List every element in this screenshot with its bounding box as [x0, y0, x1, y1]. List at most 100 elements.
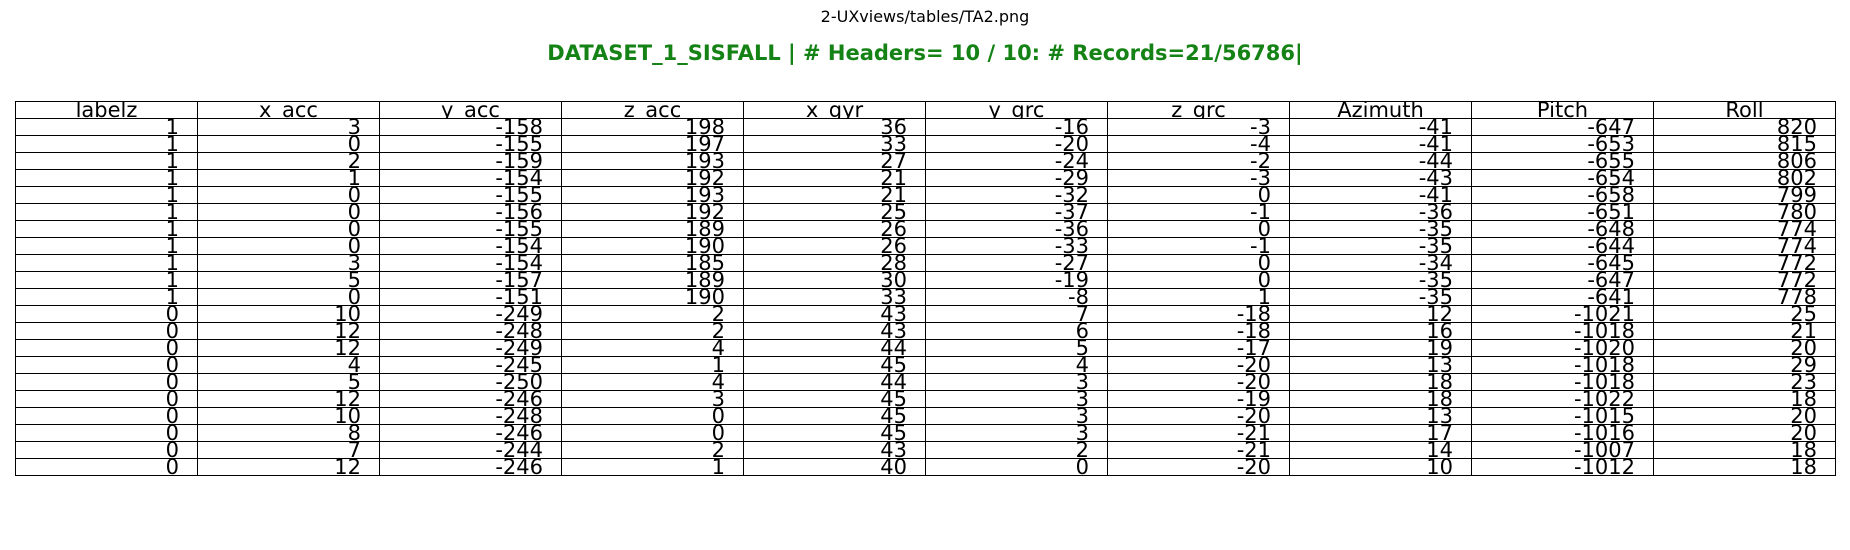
table-cell-y_acc: -151: [379, 288, 562, 306]
table-cell-roll: 18: [1653, 458, 1836, 476]
table-row: 0 10 -248 0 45 3 -20 13 -1015 20: [15, 407, 1836, 425]
table-row: 1 2 -159 193 27 -24 -2 -44 -655 806: [15, 152, 1836, 170]
table-row: 1 5 -157 189 30 -19 0 -35 -647 772: [15, 271, 1836, 289]
table-cell-x_acc: 1: [197, 169, 380, 187]
table-row: 0 12 -246 3 45 3 -19 18 -1022 18: [15, 390, 1836, 408]
table-cell-z_grc: -21: [1107, 424, 1290, 442]
table-row: 1 1 -154 192 21 -29 -3 -43 -654 802: [15, 169, 1836, 187]
table-cell-labelz: 0: [15, 322, 198, 340]
table-cell-y_grc: -29: [925, 169, 1108, 187]
table-cell-labelz: 0: [15, 407, 198, 425]
table-cell-labelz: 0: [15, 373, 198, 391]
table-cell-pitch: -655: [1471, 152, 1654, 170]
table-cell-z_grc: 0: [1107, 271, 1290, 289]
table-cell-pitch: -1012: [1471, 458, 1654, 476]
table-cell-z_grc: -18: [1107, 305, 1290, 323]
table-cell-y_grc: -24: [925, 152, 1108, 170]
table-cell-z_acc: 2: [561, 322, 744, 340]
table-cell-y_grc: 7: [925, 305, 1108, 323]
table-cell-z_grc: -20: [1107, 373, 1290, 391]
table-cell-z_acc: 2: [561, 305, 744, 323]
table-cell-azimuth: -41: [1289, 118, 1472, 136]
table-cell-z_grc: -3: [1107, 118, 1290, 136]
column-header-labelz: labelz: [15, 101, 198, 119]
table-cell-y_grc: -8: [925, 288, 1108, 306]
table-cell-z_grc: -3: [1107, 169, 1290, 187]
table-cell-z_acc: 190: [561, 288, 744, 306]
table-cell-x_acc: 8: [197, 424, 380, 442]
table-cell-z_acc: 0: [561, 407, 744, 425]
table-cell-z_grc: -17: [1107, 339, 1290, 357]
dataset-title: DATASET_1_SISFALL | # Headers= 10 / 10: …: [547, 41, 1303, 65]
table-cell-x_gyr: 45: [743, 424, 926, 442]
table-cell-azimuth: 13: [1289, 356, 1472, 374]
table-cell-x_gyr: 33: [743, 135, 926, 153]
table-row: 1 0 -155 197 33 -20 -4 -41 -653 815: [15, 135, 1836, 153]
table-cell-roll: 774: [1653, 237, 1836, 255]
table-cell-labelz: 1: [15, 152, 198, 170]
table-cell-z_grc: -20: [1107, 458, 1290, 476]
table-cell-y_grc: -33: [925, 237, 1108, 255]
table-cell-roll: 21: [1653, 322, 1836, 340]
data-table: labelz x_acc y_acc z_acc x_gyr y_grc z_grc Azim…: [15, 101, 1836, 476]
table-row: 0 12 -249 4 44 5 -17 19 -1020 20: [15, 339, 1836, 357]
table-cell-azimuth: 18: [1289, 390, 1472, 408]
table-cell-z_grc: 1: [1107, 288, 1290, 306]
table-cell-y_grc: -36: [925, 220, 1108, 238]
table-cell-z_acc: 189: [561, 220, 744, 238]
table-cell-y_grc: 4: [925, 356, 1108, 374]
table-cell-x_acc: 0: [197, 237, 380, 255]
table-cell-y_grc: -20: [925, 135, 1108, 153]
table-cell-z_acc: 185: [561, 254, 744, 272]
table-row: 0 12 -246 1 40 0 -20 10 -1012 18: [15, 458, 1836, 476]
table-cell-pitch: -641: [1471, 288, 1654, 306]
table-cell-y_grc: 5: [925, 339, 1108, 357]
table-cell-azimuth: -41: [1289, 186, 1472, 204]
table-cell-y_acc: -155: [379, 135, 562, 153]
table-cell-y_acc: -156: [379, 203, 562, 221]
table-cell-x_acc: 12: [197, 322, 380, 340]
column-header-y_grc: y_grc: [925, 101, 1108, 119]
table-cell-labelz: 1: [15, 288, 198, 306]
table-cell-pitch: -1018: [1471, 322, 1654, 340]
table-cell-y_acc: -246: [379, 390, 562, 408]
table-cell-x_gyr: 43: [743, 322, 926, 340]
table-cell-pitch: -1007: [1471, 441, 1654, 459]
table-cell-z_acc: 193: [561, 152, 744, 170]
table-cell-azimuth: -35: [1289, 288, 1472, 306]
table-cell-azimuth: -35: [1289, 271, 1472, 289]
table-cell-z_grc: 0: [1107, 220, 1290, 238]
table-cell-x_gyr: 43: [743, 305, 926, 323]
column-header-roll: Roll: [1653, 101, 1836, 119]
table-cell-y_acc: -159: [379, 152, 562, 170]
table-cell-roll: 20: [1653, 424, 1836, 442]
table-cell-labelz: 0: [15, 305, 198, 323]
column-header-pitch: Pitch: [1471, 101, 1654, 119]
table-row: 1 0 -155 193 21 -32 0 -41 -658 799: [15, 186, 1836, 204]
table-row: 1 0 -154 190 26 -33 -1 -35 -644 774: [15, 237, 1836, 255]
table-row: 1 0 -156 192 25 -37 -1 -36 -651 780: [15, 203, 1836, 221]
table-cell-y_grc: -16: [925, 118, 1108, 136]
table-cell-roll: 778: [1653, 288, 1836, 306]
table-cell-pitch: -651: [1471, 203, 1654, 221]
table-cell-roll: 802: [1653, 169, 1836, 187]
table-cell-pitch: -1020: [1471, 339, 1654, 357]
table-cell-azimuth: 13: [1289, 407, 1472, 425]
table-cell-y_grc: 3: [925, 407, 1108, 425]
table-cell-x_acc: 0: [197, 186, 380, 204]
table-cell-x_acc: 5: [197, 271, 380, 289]
table-cell-x_acc: 7: [197, 441, 380, 459]
table-cell-pitch: -1018: [1471, 356, 1654, 374]
table-cell-y_acc: -248: [379, 407, 562, 425]
column-header-azimuth: Azimuth: [1289, 101, 1472, 119]
table-cell-x_gyr: 44: [743, 339, 926, 357]
table-cell-roll: 18: [1653, 441, 1836, 459]
column-header-z_grc: z_grc: [1107, 101, 1290, 119]
table-cell-x_gyr: 36: [743, 118, 926, 136]
table-cell-azimuth: 19: [1289, 339, 1472, 357]
table-cell-pitch: -645: [1471, 254, 1654, 272]
data-table-container: labelz x_acc y_acc z_acc x_gyr y_grc z_grc Azim…: [15, 101, 1836, 476]
table-cell-z_grc: -4: [1107, 135, 1290, 153]
table-cell-y_acc: -157: [379, 271, 562, 289]
table-cell-z_grc: 0: [1107, 186, 1290, 204]
